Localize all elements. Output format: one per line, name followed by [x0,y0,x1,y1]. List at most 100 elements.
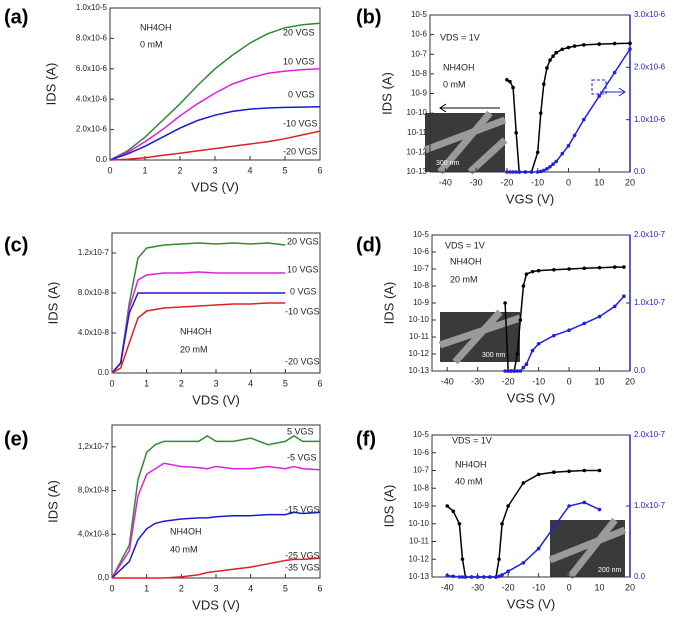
y-tick-label: 10-12 [407,147,428,156]
x-tick-label: 0 [567,582,572,592]
x-tick-label: 3 [213,378,218,388]
y-tick-label: 10-5 [413,230,430,239]
data-point [572,44,577,48]
data-point [503,301,507,305]
y-axis-label: IDS (A) [381,485,396,528]
x-tick-label: 20 [625,376,635,386]
data-point [524,272,529,276]
y-tick-label: 10-6 [413,448,430,457]
data-point [457,575,462,579]
y-tick-label: 10-8 [413,483,430,492]
inset-image [548,517,627,580]
y-tick-label: 10-7 [413,466,430,475]
x-tick-label: 0 [566,177,571,187]
y-tick-label: 10-10 [409,519,430,528]
data-point [530,269,535,274]
data-line [506,48,631,173]
x-tick-label: 2 [179,583,184,593]
annotation: 10 VGS [287,264,319,274]
data-point [567,267,571,271]
x-tick-label: -40 [441,376,454,386]
y-tick-label: 1.0x10-5 [76,3,108,12]
data-point [548,58,552,62]
panel-label: (a) [4,6,28,28]
y-tick-label: 4.0x10-6 [76,94,108,103]
data-point [560,151,565,156]
x-axis-label: VGS (V) [506,191,554,206]
x-tick-label: 5 [283,583,288,593]
x-tick-label: -40 [441,582,454,592]
y-tick-label: 10-13 [409,572,430,581]
annotation: -25 VGS [285,550,320,560]
annotation: 0 VGS [288,89,315,99]
annotation: 200 nm [598,567,622,574]
y2-tick-label: 3.0x10-6 [634,10,666,19]
data-point [572,133,577,138]
data-point [481,575,486,579]
y-tick-label: 10-9 [411,89,428,98]
y2-tick-label: 0.0 [634,366,646,375]
y-axis-label: IDS (A) [45,282,60,325]
y-tick-label: 10-11 [409,332,429,341]
y-tick-label: 4,0x10-8 [78,529,110,538]
data-point [548,164,552,169]
plot-frame [111,232,321,374]
x-tick-label: -20 [500,177,513,187]
data-point [497,557,501,562]
data-point [521,561,526,565]
annotation: 0 mM [140,39,163,49]
y-tick-label: 10-9 [413,501,430,510]
data-line [111,292,286,374]
y-tick-label: 1.2x10-7 [78,248,110,257]
data-point [463,575,468,579]
x-tick-label: -10 [532,582,545,592]
data-point [612,265,617,269]
data-point [597,94,602,98]
data-point [494,575,498,579]
data-point [597,314,602,319]
data-point [506,569,510,574]
data-point [515,352,520,356]
x-tick-label: -10 [532,376,545,386]
data-point [566,144,571,148]
data-point [566,45,571,50]
annotation: -15 VGS [285,504,320,514]
panel-label: (d) [356,234,382,256]
data-line [505,295,625,372]
x-tick-label: -10 [531,177,544,187]
data-point [475,575,480,579]
x-tick-label: 20 [625,582,635,592]
y-tick-label: 10-7 [413,264,430,273]
x-tick-label: 5 [283,378,288,388]
panel-label: (b) [356,6,382,28]
data-point [582,321,587,326]
data-line [109,22,321,161]
data-point [460,575,465,579]
data-point [521,284,526,288]
x-tick-label: -30 [471,376,484,386]
data-point [560,47,565,52]
y-tick-label: 10-10 [409,315,430,324]
x-tick-label: 6 [317,583,322,593]
data-line [109,130,321,161]
y-tick-label: 0.0 [96,155,108,164]
data-point [506,369,510,373]
annotation: 0 VGS [290,286,317,296]
annotation: -35 VGS [285,562,320,572]
data-line [109,68,321,161]
data-point [545,167,549,171]
y-tick-label: 8,0x10-8 [78,486,110,495]
annotation: VDS = 1V [440,32,480,42]
data-line [111,462,321,579]
y-tick-label: 10-7 [411,49,428,58]
data-point [500,573,504,577]
data-point [518,318,523,322]
x-axis-label: VGS (V) [507,390,555,405]
data-point [515,369,520,373]
data-point [460,557,465,562]
data-point [582,117,586,122]
data-point [524,362,529,367]
x-tick-label: 10 [594,177,604,187]
annotation: 20 mM [180,344,208,354]
